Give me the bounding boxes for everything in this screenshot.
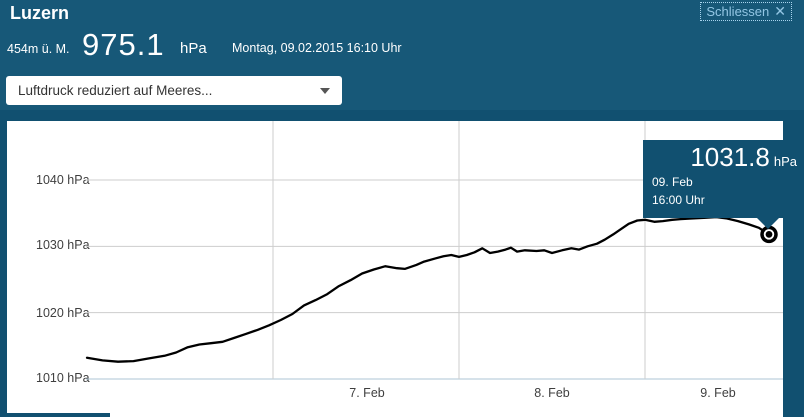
page-title: Luzern	[10, 3, 70, 23]
station-altitude-label: 454m ü. M.	[7, 42, 70, 56]
tooltip-value-row: 1031.8 hPa	[643, 140, 804, 173]
tooltip-date: 09. Feb	[652, 175, 693, 189]
header: Luzern Schliessen ✕ 454m ü. M. 975.1 hPa…	[0, 0, 804, 110]
y-axis-tick-1040: 1040 hPa	[36, 173, 90, 187]
chart-top-border	[0, 110, 804, 121]
tooltip-time: 16:00 Uhr	[652, 193, 705, 207]
close-button-label: Schliessen	[706, 4, 770, 19]
close-button[interactable]: Schliessen ✕	[700, 2, 792, 21]
current-pressure-value: 975.1	[82, 27, 165, 62]
current-pressure-unit: hPa	[180, 40, 207, 57]
tooltip-pointer-icon	[757, 218, 779, 229]
chart-bottom-border	[0, 413, 110, 417]
chart-area: 1040 hPa 1030 hPa 1020 hPa 1010 hPa 7. F…	[0, 110, 804, 417]
tooltip-unit: hPa	[773, 154, 797, 169]
y-axis-tick-1020: 1020 hPa	[36, 306, 90, 320]
x-axis-tick-9feb: 9. Feb	[700, 386, 736, 400]
y-axis-tick-1010: 1010 hPa	[36, 371, 90, 385]
measurement-select[interactable]: Luftdruck reduziert auf Meeres...	[6, 76, 342, 105]
measurement-datetime-label: Montag, 09.02.2015 16:10 Uhr	[232, 41, 402, 55]
chart-left-border	[0, 121, 7, 417]
measurement-select-value: Luftdruck reduziert auf Meeres...	[18, 83, 213, 98]
close-icon: ✕	[774, 3, 786, 19]
tooltip-value: 1031.8	[690, 142, 770, 172]
chevron-down-icon	[320, 87, 330, 94]
y-axis-tick-1030: 1030 hPa	[36, 238, 90, 252]
data-point-marker-dot	[765, 230, 773, 238]
x-axis-tick-8feb: 8. Feb	[534, 386, 570, 400]
x-axis-tick-7feb: 7. Feb	[349, 386, 385, 400]
data-point-tooltip: 1031.8 hPa 09. Feb 16:00 Uhr	[643, 140, 804, 229]
pressure-line-chart[interactable]	[8, 121, 783, 417]
pressure-line	[85, 215, 771, 363]
